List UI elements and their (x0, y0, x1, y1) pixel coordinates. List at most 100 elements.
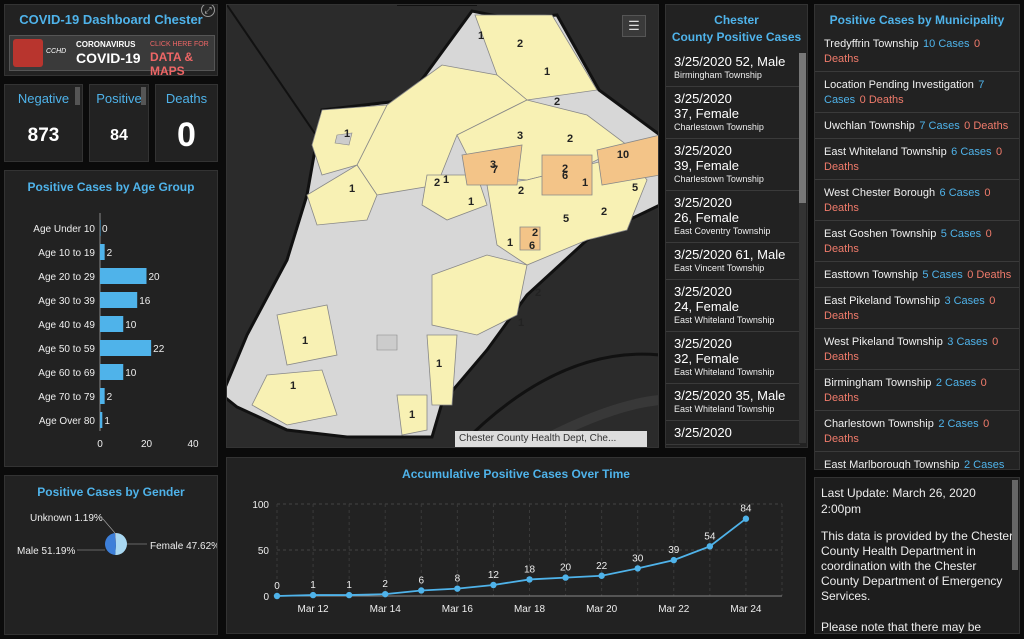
age-bar (100, 340, 152, 356)
case-town: East Whiteland Township (674, 315, 775, 325)
age-value-label: 2 (107, 248, 113, 259)
age-category-label: Age 10 to 19 (38, 248, 95, 259)
map-case-label: 2 (535, 287, 541, 299)
banner-cta-1: CLICK HERE FOR (150, 41, 209, 48)
deaths-label: Deaths (165, 91, 208, 106)
map-attribution: Chester County Health Dept, Che... (455, 431, 647, 447)
timeline-value-label: 8 (455, 574, 461, 585)
timeline-point (706, 543, 714, 550)
legend-list-icon[interactable]: ☰ (622, 15, 646, 37)
municipality-deaths: 0 Deaths (824, 295, 996, 322)
municipality-cases: 2 Cases (938, 418, 979, 430)
expand-icon[interactable]: ⤢ (201, 5, 215, 17)
municipality-deaths: 0 Deaths (859, 94, 904, 106)
case-list-item[interactable]: 3/25/2020 61, Male East Vincent Township (666, 243, 800, 280)
map-panel[interactable]: 1 2 1 2 3 2 3 2 7 6 10 1 1 1 1 2 1 5 2 5 2 1 6 2 2 1 1 1 1 1 ☰ Cheste… (226, 4, 659, 448)
timeline-ytick-label: 100 (252, 500, 269, 511)
negative-label: Negative (17, 91, 70, 106)
municipality-name: West Chester Borough (824, 187, 936, 199)
timeline-point (345, 591, 353, 599)
case-date: 3/25/2020 52, Male (674, 54, 786, 69)
case-date: 3/25/2020 (674, 143, 732, 158)
cases-scroll-thumb[interactable] (799, 53, 806, 203)
municipality-deaths: 0 Deaths (824, 336, 999, 363)
age-bar (100, 244, 105, 260)
gender-label-unknown: Unknown 1.19% (30, 513, 103, 524)
municipality-item[interactable]: West Chester Borough 6 Cases 0 Deaths (815, 180, 1019, 221)
timeline-value-label: 2 (382, 579, 388, 590)
age-category-label: Age 50 to 59 (38, 344, 95, 355)
case-list-item[interactable]: 3/25/2020 24, Female East Whiteland Townsh… (666, 280, 800, 332)
case-list-item[interactable]: 3/25/2020 (666, 421, 800, 445)
timeline-value-label: 12 (488, 570, 500, 581)
age-xtick-label: 40 (187, 439, 199, 450)
map-case-label: 2 (601, 206, 607, 218)
map-case-label: 1 (468, 196, 474, 208)
timeline-point (490, 581, 497, 589)
age-value-label: 0 (102, 224, 108, 235)
case-list-item[interactable]: 3/25/2020 26, Female East Coventry Townshi… (666, 191, 800, 243)
municipality-name: Uwchlan Township (824, 120, 915, 132)
gender-slice (115, 533, 128, 555)
stat-scrollbar[interactable] (75, 87, 80, 105)
case-list-item[interactable]: 3/25/2020 37, Female Charlestown Township (666, 87, 800, 139)
case-detail: 32, Female (674, 351, 740, 366)
cchd-logo (13, 39, 43, 67)
last-update-line-2: 2:00pm (821, 502, 862, 516)
map-case-label: 1 (409, 409, 415, 421)
municipality-deaths: 0 Deaths (964, 120, 1009, 132)
age-value-label: 10 (125, 368, 137, 379)
age-category-label: Age 60 to 69 (38, 368, 95, 379)
map-case-label: 1 (349, 183, 355, 195)
covid-banner[interactable]: CCHD CORONAVIRUS COVID-19 CLICK HERE FOR… (9, 35, 215, 75)
municipality-item[interactable]: East Pikeland Township 3 Cases 0 Deaths (815, 288, 1019, 329)
map-case-label: 1 (344, 128, 350, 140)
case-town: Birmingham Township (674, 70, 762, 80)
timeline-ytick-label: 50 (258, 546, 270, 557)
cases-list: 3/25/2020 52, Male Birmingham Township 3/2… (666, 50, 800, 447)
negative-value: 873 (27, 125, 60, 146)
title-panel: COVID-19 Dashboard Chester ⤢ CCHD CORONA… (4, 4, 218, 76)
map-case-label: 3 (517, 130, 523, 142)
municipality-item[interactable]: Location Pending Investigation 7 Cases 0… (815, 72, 1019, 113)
municipality-item[interactable]: Tredyffrin Township 10 Cases 0 Deaths (815, 31, 1019, 72)
municipality-deaths: 0 Deaths (824, 377, 987, 404)
banner-cta-2: DATA & MAPS (150, 50, 194, 76)
municipality-item[interactable]: East Whiteland Township 6 Cases 0 Deaths (815, 139, 1019, 180)
municipality-item[interactable]: East Goshen Township 5 Cases 0 Deaths (815, 221, 1019, 262)
case-list-item[interactable]: 3/25/2020 52, Male Birmingham Township (666, 50, 800, 87)
municipality-cases: 6 Cases (939, 187, 980, 199)
timeline-point (273, 592, 281, 600)
age-bar (100, 316, 124, 332)
info-panel: Last Update: March 26, 2020 2:00pm This … (814, 477, 1020, 634)
timeline-point (562, 574, 569, 581)
case-list-item[interactable]: 3/25/2020 35, Male East Whiteland Townshi… (666, 384, 800, 421)
municipality-item[interactable]: West Pikeland Township 3 Cases 0 Deaths (815, 329, 1019, 370)
case-detail: 37, Female (674, 106, 740, 121)
case-town: East Vincent Township (674, 263, 765, 273)
deaths-stat: Deaths 0 (155, 84, 218, 162)
municipality-name: Easttown Township (824, 269, 918, 281)
timeline-value-label: 20 (560, 563, 572, 574)
map-case-label: 2 (562, 163, 568, 175)
timeline-value-label: 39 (668, 545, 680, 556)
municipality-title: Positive Cases by Municipality (829, 13, 1005, 27)
age-value-label: 16 (139, 296, 151, 307)
age-value-label: 10 (125, 320, 137, 331)
municipality-item[interactable]: East Marlborough Township 2 Cases 0 Deat… (815, 452, 1019, 469)
municipality-item[interactable]: Easttown Township 5 Cases 0 Deaths (815, 262, 1019, 288)
case-list-item[interactable]: 3/25/2020 39, Female Charlestown Township (666, 139, 800, 191)
timeline-ytick-label: 0 (263, 592, 269, 603)
municipality-item[interactable]: Birmingham Township 2 Cases 0 Deaths (815, 370, 1019, 411)
case-date: 3/25/2020 35, Male (674, 388, 786, 403)
timeline-point (526, 576, 533, 583)
info-scrollbar[interactable] (1012, 480, 1018, 570)
stat-scrollbar[interactable] (141, 87, 146, 105)
cases-scrollbar[interactable] (799, 53, 806, 443)
municipality-item[interactable]: Uwchlan Township 7 Cases 0 Deaths (815, 113, 1019, 139)
case-list-item[interactable]: 3/25/2020 32, Female East Whiteland Townsh… (666, 332, 800, 384)
case-town: East Coventry Township (674, 226, 771, 236)
age-chart-title: Positive Cases by Age Group (27, 180, 195, 194)
municipality-item[interactable]: Charlestown Township 2 Cases 0 Deaths (815, 411, 1019, 452)
